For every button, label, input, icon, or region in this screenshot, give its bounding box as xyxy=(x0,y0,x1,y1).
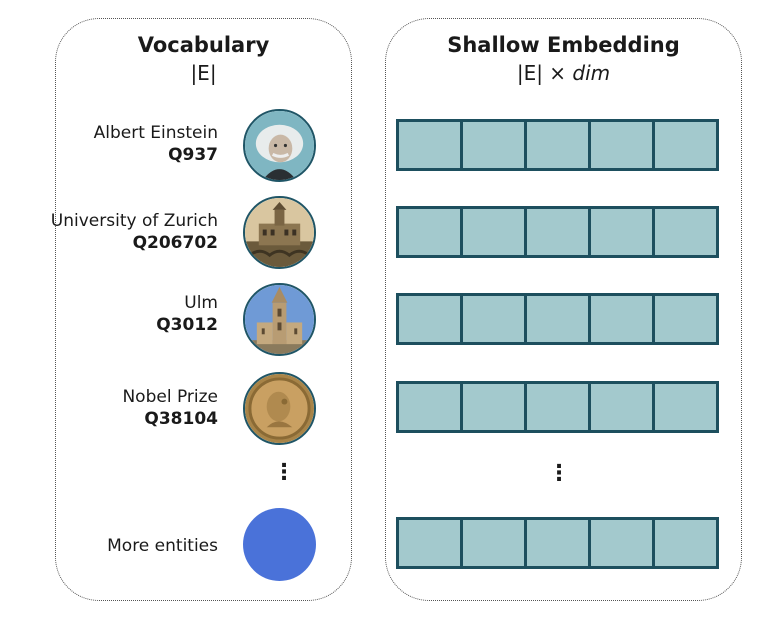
embedding-cell xyxy=(463,122,524,168)
embedding-title: Shallow Embedding xyxy=(447,33,680,57)
embedding-row xyxy=(396,517,719,569)
embedding-ellipsis: ⋮ xyxy=(548,461,570,486)
embedding-cell xyxy=(591,296,652,342)
vocabulary-subtitle: |E| xyxy=(190,61,217,85)
entity-name: University of Zurich xyxy=(50,211,218,231)
embedding-panel: Shallow Embedding |E| × dim ⋮ xyxy=(385,18,742,601)
ulm-minster-icon xyxy=(243,283,316,356)
embedding-cell xyxy=(527,209,588,255)
einstein-portrait-icon xyxy=(243,109,316,182)
embedding-cell xyxy=(655,209,716,255)
entity-id: Q206702 xyxy=(132,233,218,253)
entity-label-ulm: Ulm Q3012 xyxy=(156,292,218,336)
embedding-cell xyxy=(399,384,460,430)
embedding-cell xyxy=(655,122,716,168)
vocabulary-panel: Vocabulary |E| Albert Einstein Q937 Univ… xyxy=(51,18,352,601)
embedding-cell xyxy=(463,209,524,255)
embedding-cell xyxy=(591,520,652,566)
nobel-medal-icon xyxy=(243,372,316,445)
embedding-cell xyxy=(591,209,652,255)
embedding-cell xyxy=(399,296,460,342)
embedding-cell xyxy=(527,296,588,342)
embedding-row xyxy=(396,381,719,433)
embedding-cell xyxy=(399,209,460,255)
embedding-row xyxy=(396,119,719,171)
embedding-subtitle-prefix: |E| × xyxy=(516,61,573,85)
embedding-cell xyxy=(399,122,460,168)
embedding-row xyxy=(396,293,719,345)
embedding-cell xyxy=(463,384,524,430)
embedding-cell xyxy=(463,520,524,566)
entity-name: Albert Einstein xyxy=(93,123,218,143)
embedding-cell xyxy=(527,520,588,566)
entity-id: Q38104 xyxy=(144,409,218,429)
more-entities-circle-icon xyxy=(243,508,316,581)
vocabulary-title: Vocabulary xyxy=(137,33,270,57)
entity-name: Ulm xyxy=(184,293,218,313)
more-entities-label: More entities xyxy=(107,535,218,557)
university-building-icon xyxy=(243,196,316,269)
entity-label-nobel: Nobel Prize Q38104 xyxy=(122,386,218,430)
embedding-subtitle-dim: dim xyxy=(572,61,611,85)
embedding-cell xyxy=(655,520,716,566)
entity-label-university: University of Zurich Q206702 xyxy=(51,210,218,254)
vocabulary-ellipsis: ⋮ xyxy=(273,460,295,485)
embedding-cell xyxy=(399,520,460,566)
entity-name: More entities xyxy=(107,536,218,556)
embedding-cell xyxy=(655,384,716,430)
entity-id: Q3012 xyxy=(156,315,218,335)
embedding-cell xyxy=(527,384,588,430)
embedding-cell xyxy=(591,384,652,430)
entity-id: Q937 xyxy=(168,145,218,165)
entity-label-einstein: Albert Einstein Q937 xyxy=(94,122,218,166)
embedding-cell xyxy=(527,122,588,168)
embedding-subtitle: |E| × dim xyxy=(386,61,741,85)
entity-name: Nobel Prize xyxy=(122,387,218,407)
embedding-cell xyxy=(591,122,652,168)
embedding-cell xyxy=(655,296,716,342)
embedding-cell xyxy=(463,296,524,342)
embedding-row xyxy=(396,206,719,258)
